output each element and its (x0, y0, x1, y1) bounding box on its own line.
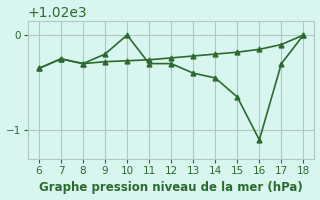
X-axis label: Graphe pression niveau de la mer (hPa): Graphe pression niveau de la mer (hPa) (39, 181, 303, 194)
